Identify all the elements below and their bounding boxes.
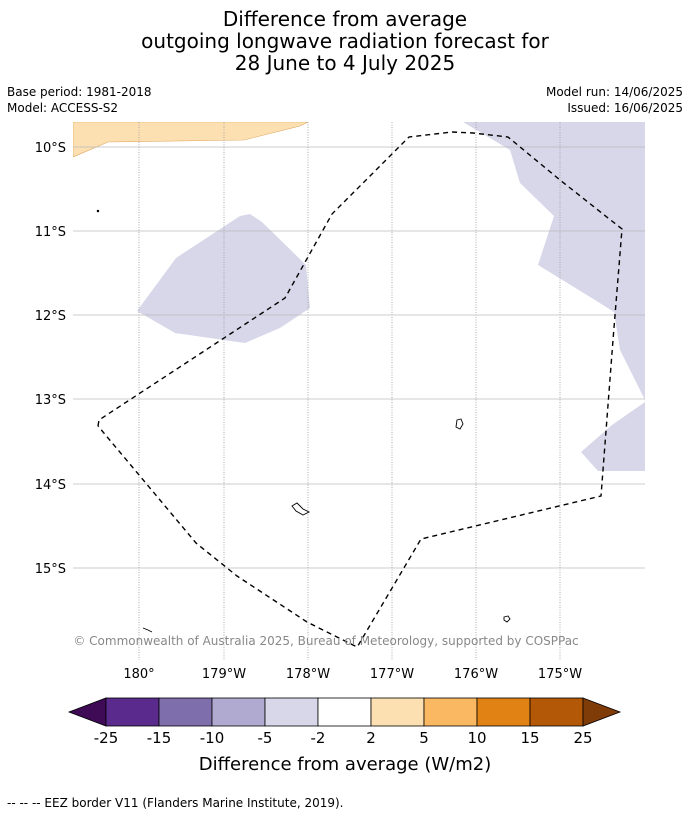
- lon-label: 179°W: [202, 667, 246, 682]
- lat-label: 14°S: [35, 478, 66, 493]
- colorbar-segment: [529, 697, 584, 727]
- lon-label: 178°W: [286, 667, 330, 682]
- colorbar-segment: [370, 697, 425, 727]
- lat-label: 13°S: [35, 393, 66, 408]
- colorbar-tick-label: -2: [311, 729, 326, 747]
- negative-anomaly-region-west: [137, 214, 310, 343]
- island-southwest: [142, 627, 153, 633]
- colorbar-tick-label: 25: [573, 729, 592, 747]
- map-figure: © Commonwealth of Australia 2025, Bureau…: [35, 122, 645, 775]
- lon-label: 176°W: [454, 667, 498, 682]
- colorbar-segment: [158, 697, 213, 727]
- colorbar-ticks: -25 -15 -10 -5 -2 2 5 10 15 25: [94, 729, 593, 747]
- lon-label: 180°: [123, 667, 154, 682]
- lat-labels: 10°S 11°S 12°S 13°S 14°S 15°S: [35, 141, 66, 577]
- colorbar-tick-label: 2: [366, 729, 376, 747]
- eez-boundary-line: [97, 131, 623, 648]
- model-name: Model: ACCESS-S2: [7, 101, 119, 115]
- colorbar-tick-label: 5: [419, 729, 429, 747]
- island-futuna: [291, 502, 311, 516]
- run-info: Model run: 14/06/2025 Issued: 16/06/2025: [546, 84, 683, 116]
- lon-label: 177°W: [370, 667, 414, 682]
- colorbar-label: Difference from average (W/m2): [199, 754, 491, 775]
- lat-label: 10°S: [35, 141, 66, 156]
- islands: [96, 209, 511, 633]
- island-dot: [96, 209, 100, 213]
- colorbar: -25 -15 -10 -5 -2 2 5 10 15 25 Differenc…: [67, 697, 622, 775]
- colorbar-tick-label: -10: [200, 729, 225, 747]
- colorbar-segment: [317, 697, 372, 727]
- colorbar-tick-label: 10: [467, 729, 486, 747]
- lon-label: 175°W: [538, 667, 582, 682]
- lon-labels: 180° 179°W 178°W 177°W 176°W 175°W: [123, 667, 582, 682]
- eez-border: [97, 131, 623, 648]
- colorbar-tick-label: -5: [258, 729, 273, 747]
- colorbar-segment: [264, 697, 319, 727]
- colorbar-segment: [476, 697, 531, 727]
- lat-label: 15°S: [35, 562, 66, 577]
- positive-anomaly-region: [73, 122, 309, 158]
- title-line-3: 28 June to 4 July 2025: [234, 51, 456, 75]
- gridlines: [73, 122, 645, 660]
- model-run: Model run: 14/06/2025: [545, 85, 683, 99]
- title-line-2: outgoing longwave radiation forecast for: [141, 29, 549, 53]
- negative-anomaly-region-southeast: [581, 402, 645, 471]
- colorbar-segment: [423, 697, 478, 727]
- base-period: Base period: 1981-2018: [7, 85, 152, 99]
- issued-date: Issued: 16/06/2025: [567, 101, 683, 115]
- lat-label: 11°S: [35, 225, 66, 240]
- colorbar-tick-label: -25: [94, 729, 119, 747]
- map-copyright: © Commonwealth of Australia 2025, Bureau…: [73, 634, 578, 648]
- colorbar-tick-label: -15: [147, 729, 172, 747]
- chart-title: Difference from average outgoing longwav…: [0, 8, 690, 74]
- colorbar-extend-high: [582, 697, 622, 727]
- title-line-1: Difference from average: [222, 7, 468, 31]
- eez-legend-footnote: -- -- -- EEZ border V11 (Flanders Marine…: [7, 796, 344, 810]
- colorbar-segment: [105, 697, 160, 727]
- island-east: [503, 615, 511, 623]
- island-uvea: [455, 418, 464, 430]
- model-info: Base period: 1981-2018 Model: ACCESS-S2: [7, 84, 152, 116]
- anomaly-layer: [73, 122, 645, 471]
- negative-anomaly-region-east: [463, 122, 645, 400]
- colorbar-segment: [211, 697, 266, 727]
- lat-label: 12°S: [35, 309, 66, 324]
- colorbar-tick-label: 15: [520, 729, 539, 747]
- colorbar-extend-low: [67, 697, 107, 727]
